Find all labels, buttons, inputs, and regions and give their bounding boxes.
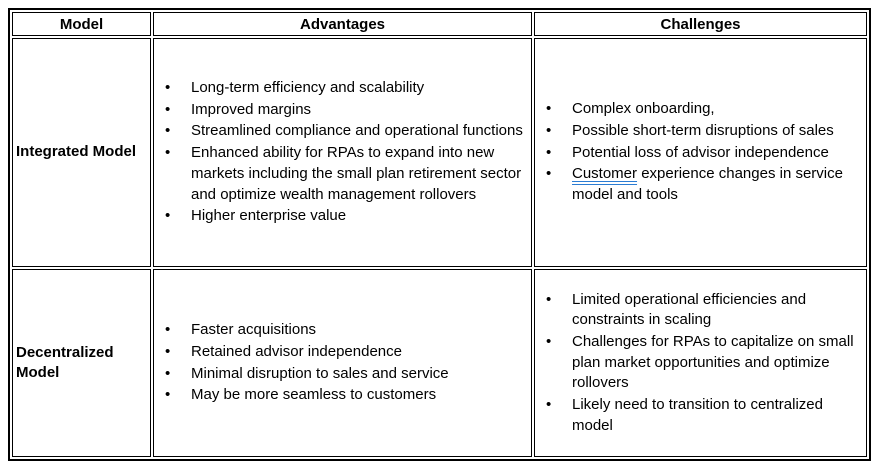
advantages-list-integrated: Long-term efficiency and scalability Imp… <box>158 78 527 227</box>
advantages-list-decentralized: Faster acquisitions Retained advisor ind… <box>158 320 527 406</box>
list-item: Faster acquisitions <box>158 320 527 341</box>
list-item: Improved margins <box>158 100 527 121</box>
table-row-decentralized-model: Decentralized Model Faster acquisitions … <box>12 269 867 457</box>
list-item: Potential loss of advisor independence <box>539 143 862 164</box>
list-item: Streamlined compliance and operational f… <box>158 121 527 142</box>
list-item: May be more seamless to customers <box>158 385 527 406</box>
table-row-integrated-model: Integrated Model Long-term efficiency an… <box>12 38 867 267</box>
model-cell-decentralized: Decentralized Model <box>12 269 151 457</box>
list-item: Enhanced ability for RPAs to expand into… <box>158 143 527 205</box>
list-item: Higher enterprise value <box>158 206 527 227</box>
advantages-cell-decentralized: Faster acquisitions Retained advisor ind… <box>153 269 532 457</box>
list-item: Retained advisor independence <box>158 342 527 363</box>
challenges-cell-integrated: Complex onboarding, Possible short-term … <box>534 38 867 267</box>
model-comparison-table: Model Advantages Challenges Integrated M… <box>8 8 871 461</box>
challenges-cell-decentralized: Limited operational efficiencies and con… <box>534 269 867 457</box>
list-item: Likely need to transition to centralized… <box>539 395 862 436</box>
list-item: Customer experience changes in service m… <box>539 164 862 205</box>
list-item: Complex onboarding, <box>539 99 862 120</box>
marked-item-rest: experience changes in service model and … <box>572 165 843 204</box>
list-item: Long-term efficiency and scalability <box>158 78 527 99</box>
column-header-advantages: Advantages <box>153 12 532 36</box>
model-cell-integrated: Integrated Model <box>12 38 151 267</box>
advantages-cell-integrated: Long-term efficiency and scalability Imp… <box>153 38 532 267</box>
list-item: Limited operational efficiencies and con… <box>539 290 862 331</box>
grammar-marked-word: Customer <box>572 165 638 183</box>
header-row: Model Advantages Challenges <box>12 12 867 36</box>
column-header-challenges: Challenges <box>534 12 867 36</box>
list-item: Possible short-term disruptions of sales <box>539 121 862 142</box>
list-item: Challenges for RPAs to capitalize on sma… <box>539 332 862 394</box>
list-item: Minimal disruption to sales and service <box>158 364 527 385</box>
challenges-list-integrated: Complex onboarding, Possible short-term … <box>539 99 862 205</box>
column-header-model: Model <box>12 12 151 36</box>
challenges-list-decentralized: Limited operational efficiencies and con… <box>539 290 862 437</box>
